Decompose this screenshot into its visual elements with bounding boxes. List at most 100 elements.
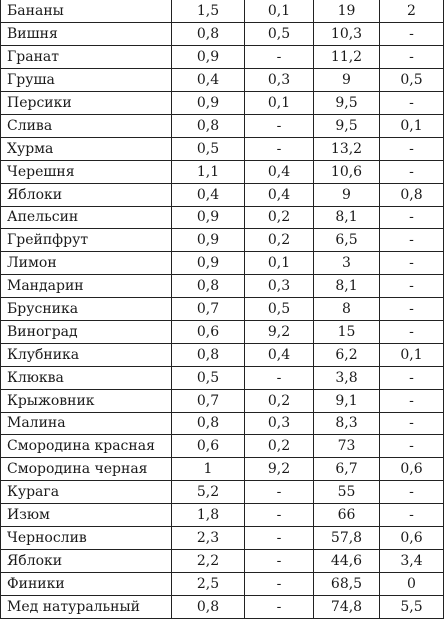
value-cell: - (379, 136, 444, 161)
value-cell: 9 (313, 68, 380, 93)
product-name-cell: Изюм (0, 503, 172, 527)
value-cell: 68,5 (313, 571, 380, 596)
table-row: Яблоки 0,4 0,4 9 0,8 (0, 182, 444, 207)
value-cell: 0,3 (244, 68, 314, 93)
value-cell: - (379, 411, 444, 436)
table-row: Мед натуральный 0,8-74,8 5,5 (0, 594, 444, 619)
value-cell: 0,2 (244, 205, 314, 230)
value-cell: 0,5 (244, 22, 314, 47)
product-name-cell: Апельсин (0, 205, 172, 230)
product-name-cell: Крыжовник (0, 388, 172, 413)
value-cell: - (379, 365, 444, 390)
value-cell: 0,5 (171, 365, 245, 390)
table-row: Изюм 1,8-66- (0, 503, 444, 527)
table-row: Груша 0,4 0,3 9 0,5 (0, 68, 444, 93)
table-row: Крыжовник 0,7 0,2 9,1- (0, 388, 444, 413)
table-row: Смородина черная 1 9,2 6,7 0,6 (0, 457, 444, 482)
value-cell: 0,9 (171, 45, 245, 70)
value-cell: - (379, 503, 444, 527)
value-cell: 0,8 (171, 274, 245, 299)
table-row: Чернослив 2,3-57,8 0,6 (0, 525, 444, 550)
value-cell: - (379, 205, 444, 230)
value-cell: 5,5 (379, 594, 444, 619)
table-row: Вишня 0,8 0,5 10,3- (0, 22, 444, 47)
value-cell: 2 (379, 0, 444, 24)
value-cell: 1,8 (171, 503, 245, 527)
value-cell: - (379, 91, 444, 115)
value-cell: 0,9 (171, 228, 245, 253)
value-cell: 9,2 (244, 319, 314, 344)
value-cell: - (244, 503, 314, 527)
value-cell: 6,5 (313, 228, 380, 253)
table-row: Виноград 0,6 9,2 15- (0, 319, 444, 344)
value-cell: 1,5 (171, 0, 245, 24)
value-cell: 1,1 (171, 159, 245, 184)
value-cell: 0,4 (244, 159, 314, 184)
table-row: Лимон 0,9 0,1 3- (0, 251, 444, 276)
value-cell: - (244, 594, 314, 619)
value-cell: 0,1 (244, 251, 314, 276)
product-name-cell: Смородина черная (0, 457, 172, 482)
product-name-cell: Курага (0, 480, 172, 505)
table-row: Клубника 0,8 0,4 6,2 0,1 (0, 342, 444, 367)
table-row: Персики 0,9 0,1 9,5- (0, 91, 444, 115)
value-cell: - (379, 159, 444, 184)
table-row: Смородина красная 0,6 0,2 73- (0, 434, 444, 459)
value-cell: 0,8 (171, 342, 245, 367)
value-cell: 0 (379, 571, 444, 596)
value-cell: 9 (313, 182, 380, 207)
value-cell: 0,7 (171, 297, 245, 321)
value-cell: 0,9 (171, 205, 245, 230)
value-cell: - (379, 274, 444, 299)
value-cell: 8,1 (313, 274, 380, 299)
table-row: Финики 2,5-68,5 0 (0, 571, 444, 596)
value-cell: 8,1 (313, 205, 380, 230)
value-cell: 0,3 (244, 411, 314, 436)
product-name-cell: Мед натуральный (0, 594, 172, 619)
value-cell: 15 (313, 319, 380, 344)
product-name-cell: Смородина красная (0, 434, 172, 459)
value-cell: 0,1 (244, 91, 314, 115)
value-cell: - (379, 434, 444, 459)
value-cell: 0,4 (171, 182, 245, 207)
value-cell: 57,8 (313, 525, 380, 550)
product-name-cell: Яблоки (0, 182, 172, 207)
value-cell: 66 (313, 503, 380, 527)
value-cell: 0,5 (244, 297, 314, 321)
value-cell: 0,8 (171, 594, 245, 619)
value-cell: - (244, 113, 314, 138)
product-name-cell: Финики (0, 571, 172, 596)
value-cell: 19 (313, 0, 380, 24)
value-cell: 0,8 (171, 22, 245, 47)
value-cell: - (379, 228, 444, 253)
product-name-cell: Клубника (0, 342, 172, 367)
value-cell: - (379, 22, 444, 47)
value-cell: 0,6 (379, 525, 444, 550)
value-cell: 2,5 (171, 571, 245, 596)
value-cell: - (244, 480, 314, 505)
value-cell: 0,9 (171, 251, 245, 276)
value-cell: 3 (313, 251, 380, 276)
table-row: Черешня 1,1 0,4 10,6- (0, 159, 444, 184)
value-cell: - (379, 319, 444, 344)
product-name-cell: Клюква (0, 365, 172, 390)
value-cell: 0,4 (244, 342, 314, 367)
table-row: Гранат 0,9-11,2- (0, 45, 444, 70)
value-cell: 9,1 (313, 388, 380, 413)
value-cell: 8 (313, 297, 380, 321)
value-cell: 0,2 (244, 228, 314, 253)
value-cell: 1 (171, 457, 245, 482)
value-cell: 2,3 (171, 525, 245, 550)
value-cell: 0,8 (379, 182, 444, 207)
product-name-cell: Вишня (0, 22, 172, 47)
product-name-cell: Слива (0, 113, 172, 138)
value-cell: 0,9 (171, 91, 245, 115)
table-row: Яблоки 2,2-44,6 3,4 (0, 548, 444, 573)
product-name-cell: Яблоки (0, 548, 172, 573)
value-cell: 0,6 (379, 457, 444, 482)
value-cell: - (379, 297, 444, 321)
value-cell: - (379, 480, 444, 505)
product-name-cell: Мандарин (0, 274, 172, 299)
